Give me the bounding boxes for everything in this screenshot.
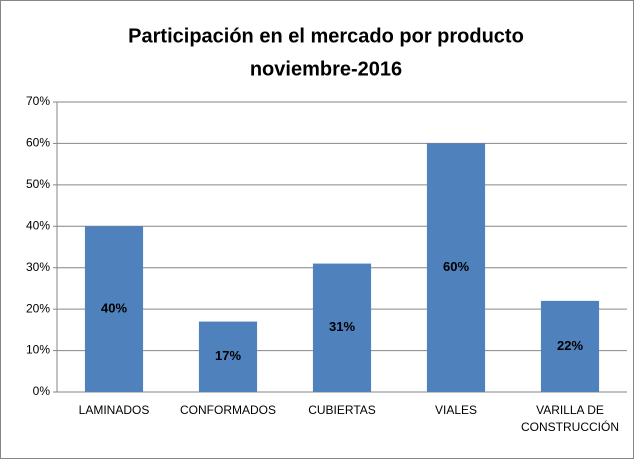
- bar: [84, 226, 144, 392]
- data-label: 40%: [101, 301, 127, 316]
- x-tick-label: VARILLA DE CONSTRUCCIÓN: [521, 403, 619, 434]
- y-tick-label: 60%: [26, 136, 50, 150]
- x-tick-label: CONFORMADOS: [180, 403, 276, 417]
- data-label: 60%: [443, 259, 469, 274]
- y-tick-label: 50%: [26, 177, 50, 191]
- x-tick-label: CUBIERTAS: [308, 403, 376, 417]
- bar: [426, 143, 486, 392]
- y-tick-label: 70%: [26, 94, 50, 108]
- y-tick-label: 0%: [33, 384, 51, 398]
- data-label: 17%: [215, 348, 241, 363]
- x-tick-label: VIALES: [434, 403, 478, 417]
- x-tick-label: LAMINADOS: [78, 403, 150, 417]
- chart-title: Participación en el mercado por producto: [128, 25, 524, 47]
- y-tick-label: 20%: [26, 301, 50, 315]
- data-label: 22%: [557, 338, 583, 353]
- y-tick-label: 10%: [26, 343, 50, 357]
- chart-subtitle: noviembre-2016: [250, 58, 402, 80]
- y-tick-label: 40%: [26, 218, 50, 232]
- bar: [198, 321, 258, 392]
- y-tick-label: 30%: [26, 260, 50, 274]
- bar: [540, 300, 600, 392]
- bar: [312, 263, 372, 392]
- data-label: 31%: [329, 319, 355, 334]
